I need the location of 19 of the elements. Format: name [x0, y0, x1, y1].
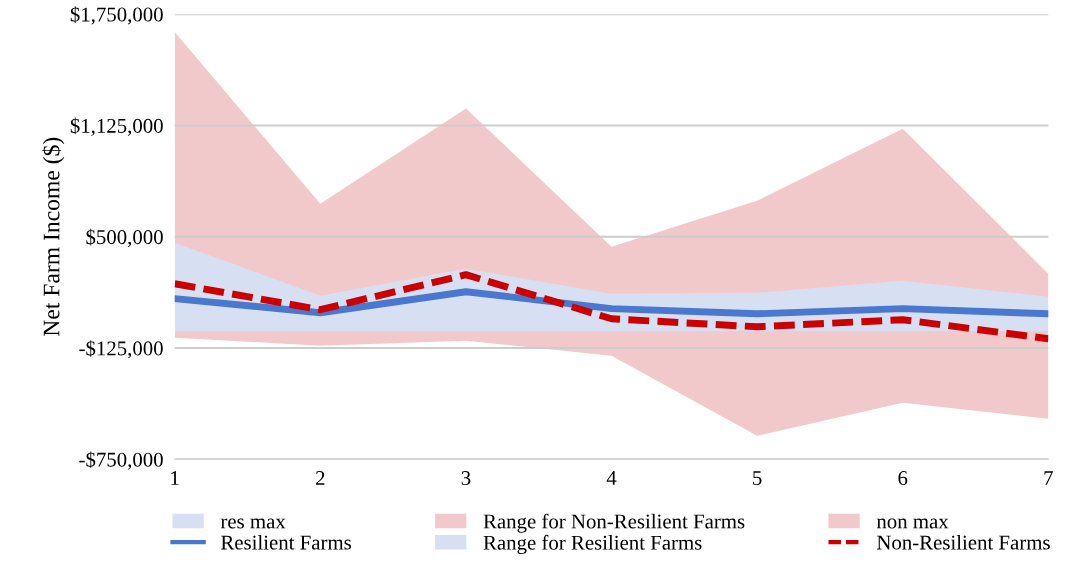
legend-label: Range for Non-Resilient Farms — [483, 513, 745, 533]
x-tick-label: 3 — [461, 471, 471, 486]
legend-label: Resilient Farms — [221, 534, 352, 550]
legend-label: Range for Resilient Farms — [483, 534, 702, 555]
x-tick-label: 1 — [171, 471, 179, 485]
y-tick-label: $1,125,000 — [70, 117, 163, 136]
legend-label: non max — [876, 518, 949, 529]
y-axis-title: Net Farm Income ($) — [42, 137, 65, 337]
y-tick-label: -$750,000 — [79, 451, 163, 470]
x-tick-label: 6 — [898, 471, 908, 486]
x-tick-label: 2 — [316, 471, 325, 485]
x-tick-label: 7 — [1044, 471, 1053, 485]
legend-label: res max — [220, 518, 286, 529]
y-tick-label: $500,000 — [86, 228, 163, 248]
x-tick-label: 5 — [753, 471, 762, 486]
y-tick-label: -$125,000 — [79, 340, 163, 359]
legend-label: Non-Resilient Farms — [876, 534, 1050, 550]
y-tick-label: $1,750,000 — [70, 6, 163, 25]
x-tick-label: 4 — [606, 471, 617, 485]
